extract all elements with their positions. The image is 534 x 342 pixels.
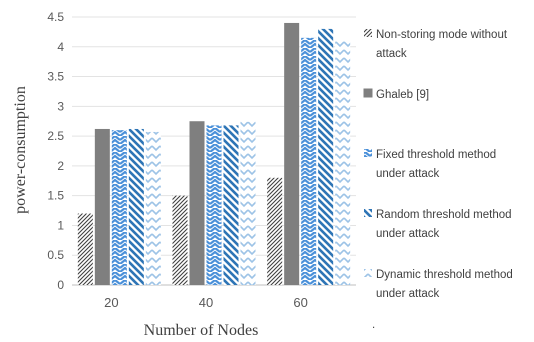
x-axis-ticks: 20 40 60 — [104, 295, 308, 310]
bar-3-40 — [206, 125, 222, 285]
legend-swatch — [364, 209, 372, 217]
x-tick-label: 40 — [199, 295, 213, 310]
legend-swatch — [364, 149, 372, 157]
bar-4-40 — [223, 125, 239, 285]
legend-item: Random threshold method under attack — [364, 209, 512, 240]
bar-4-60 — [318, 28, 334, 286]
bar-5-40 — [240, 121, 256, 285]
y-tick-label: 4.5 — [47, 10, 64, 24]
legend-label: attack — [376, 48, 407, 60]
legend-label: Ghaleb [9] — [376, 89, 429, 101]
bar-1-60 — [267, 177, 283, 285]
legend-label: under attack — [376, 228, 440, 240]
legend-label: Random threshold method — [376, 209, 512, 221]
plot-area: 0 0.5 1 1.5 2 2.5 3 3.5 4 4.5 20 40 60 — [47, 10, 356, 310]
bar-4-20 — [128, 128, 144, 285]
bar-2-20 — [94, 128, 110, 285]
legend-label: under attack — [376, 168, 440, 180]
legend-item: Dynamic threshold method under attack — [364, 269, 513, 300]
y-tick-label: 4 — [57, 40, 64, 54]
y-tick-label: 2.5 — [47, 129, 64, 143]
bar-2-40 — [189, 121, 205, 285]
y-axis-ticks: 0 0.5 1 1.5 2 2.5 3 3.5 4 4.5 — [47, 10, 64, 292]
legend-label: under attack — [376, 288, 440, 300]
footnote-mark: . — [372, 319, 375, 331]
y-tick-label: 3.5 — [47, 70, 64, 84]
y-tick-label: 1.5 — [47, 189, 64, 203]
x-tick-label: 60 — [293, 295, 307, 310]
bar-1-20 — [77, 213, 93, 285]
bar-2-60 — [284, 22, 300, 285]
bar-5-20 — [145, 131, 161, 285]
legend-label: Dynamic threshold method — [376, 269, 513, 281]
bar-1-40 — [172, 195, 188, 285]
y-axis-title: power-consumption — [12, 86, 29, 214]
legend-label: Fixed threshold method — [376, 149, 496, 161]
y-tick-label: 0.5 — [47, 248, 64, 262]
legend-swatch — [364, 269, 372, 277]
legend-swatch — [363, 88, 373, 98]
y-tick-label: 3 — [57, 99, 64, 113]
legend: Non-storing mode without attack Ghaleb [9]… — [363, 29, 513, 300]
y-tick-label: 1 — [57, 218, 64, 232]
y-tick-label: 0 — [57, 278, 64, 292]
y-tick-label: 2 — [57, 159, 64, 173]
bar-3-20 — [111, 130, 127, 285]
legend-swatch — [364, 29, 372, 37]
legend-item: Fixed threshold method under attack — [364, 149, 496, 180]
legend-item: Ghaleb [9] — [363, 88, 429, 101]
legend-item: Non-storing mode without attack — [364, 29, 508, 60]
bar-5-60 — [335, 39, 351, 286]
legend-label: Non-storing mode without — [376, 29, 508, 41]
bar-3-60 — [301, 37, 317, 285]
x-tick-label: 20 — [104, 295, 118, 310]
x-axis-title: Number of Nodes — [144, 322, 259, 339]
bars — [77, 22, 351, 286]
